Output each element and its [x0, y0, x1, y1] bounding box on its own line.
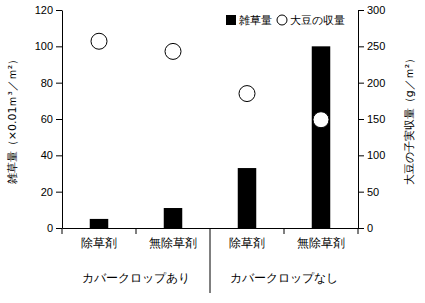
legend-swatch — [226, 15, 236, 25]
tick: 80 — [41, 77, 62, 89]
tick-label: 200 — [367, 77, 385, 89]
tick-label: 50 — [367, 186, 379, 198]
tick-mark — [56, 83, 62, 84]
y2-axis-title: 大豆の子実収量（g／ｍ²） — [403, 53, 416, 185]
category-separator — [136, 228, 137, 234]
point — [165, 43, 181, 59]
tick-mark — [358, 192, 364, 193]
category-separator — [210, 228, 211, 293]
tick-label: 120 — [35, 4, 53, 16]
tick-label: 250 — [367, 40, 385, 52]
tick: 200 — [358, 77, 385, 89]
tick: 60 — [41, 113, 62, 125]
tick-label: 300 — [367, 4, 385, 16]
legend-label: 雑草量 — [239, 14, 272, 27]
tick: 250 — [358, 40, 385, 52]
tick: 100 — [35, 40, 62, 52]
tick: 100 — [358, 149, 385, 161]
bar — [238, 168, 257, 228]
tick-mark — [56, 10, 62, 11]
tick: 120 — [35, 4, 62, 16]
tick-mark — [56, 192, 62, 193]
tick-label: 100 — [367, 149, 385, 161]
tick-label: 0 — [367, 222, 373, 234]
y-axis-title: 雑草量（×0.01ｍ³／ｍ²） — [6, 54, 19, 185]
y2-axis: 0 50 100 150 200 250 300 — [358, 4, 385, 234]
category-separator — [358, 228, 359, 234]
legend-label: 大豆の収量 — [290, 14, 345, 27]
tick-label: 20 — [41, 186, 53, 198]
point — [239, 86, 255, 102]
tick-mark — [56, 46, 62, 47]
tick-mark — [56, 119, 62, 120]
bar — [90, 219, 109, 228]
tick: 150 — [358, 113, 385, 125]
tick-mark — [56, 228, 62, 229]
legend-swatch — [277, 15, 287, 25]
category-separator — [62, 228, 63, 234]
tick: 20 — [41, 186, 62, 198]
tick-mark — [358, 46, 364, 47]
tick: 無除草剤 — [297, 236, 345, 250]
tick: 300 — [358, 4, 385, 16]
tick: 0 — [47, 222, 62, 234]
tick-mark — [358, 83, 364, 84]
y-axis: 0 20 40 60 80 100 120 — [35, 4, 63, 234]
category-separator — [284, 228, 285, 234]
point — [91, 33, 107, 49]
axis-line — [62, 11, 63, 229]
tick-mark — [56, 155, 62, 156]
tick-label: 40 — [41, 149, 53, 161]
tick-mark — [358, 119, 364, 120]
tick-mark — [358, 228, 364, 229]
tick-label: 除草剤 — [229, 236, 265, 250]
bar — [312, 46, 331, 228]
tick-label: 100 — [35, 40, 53, 52]
chart-container: 0 20 40 60 80 100 120 0 50 100 150 200 250 300 除草剤 無除草剤… — [0, 0, 425, 303]
tick: 除草剤 — [81, 236, 117, 250]
tick-label: 60 — [41, 113, 53, 125]
tick-label: 0 — [47, 222, 53, 234]
tick-label: 無除草剤 — [149, 236, 197, 250]
group-label: カバークロップなし — [230, 271, 338, 285]
plot-marks — [90, 33, 331, 228]
tick-label: 無除草剤 — [297, 236, 345, 250]
tick-label: 除草剤 — [81, 236, 117, 250]
tick-label: 150 — [367, 113, 385, 125]
chart-svg: 0 20 40 60 80 100 120 0 50 100 150 200 250 300 除草剤 無除草剤… — [0, 0, 425, 303]
tick: 50 — [358, 186, 379, 198]
group-label: カバークロップあり — [82, 271, 190, 285]
point — [313, 112, 329, 128]
legend: 雑草量 大豆の収量 — [226, 14, 345, 27]
bar — [164, 208, 183, 228]
tick-mark — [358, 155, 364, 156]
tick: 0 — [358, 222, 373, 234]
tick: 無除草剤 — [149, 236, 197, 250]
tick: 40 — [41, 149, 62, 161]
tick: 除草剤 — [229, 236, 265, 250]
tick-label: 80 — [41, 77, 53, 89]
tick-mark — [358, 10, 364, 11]
